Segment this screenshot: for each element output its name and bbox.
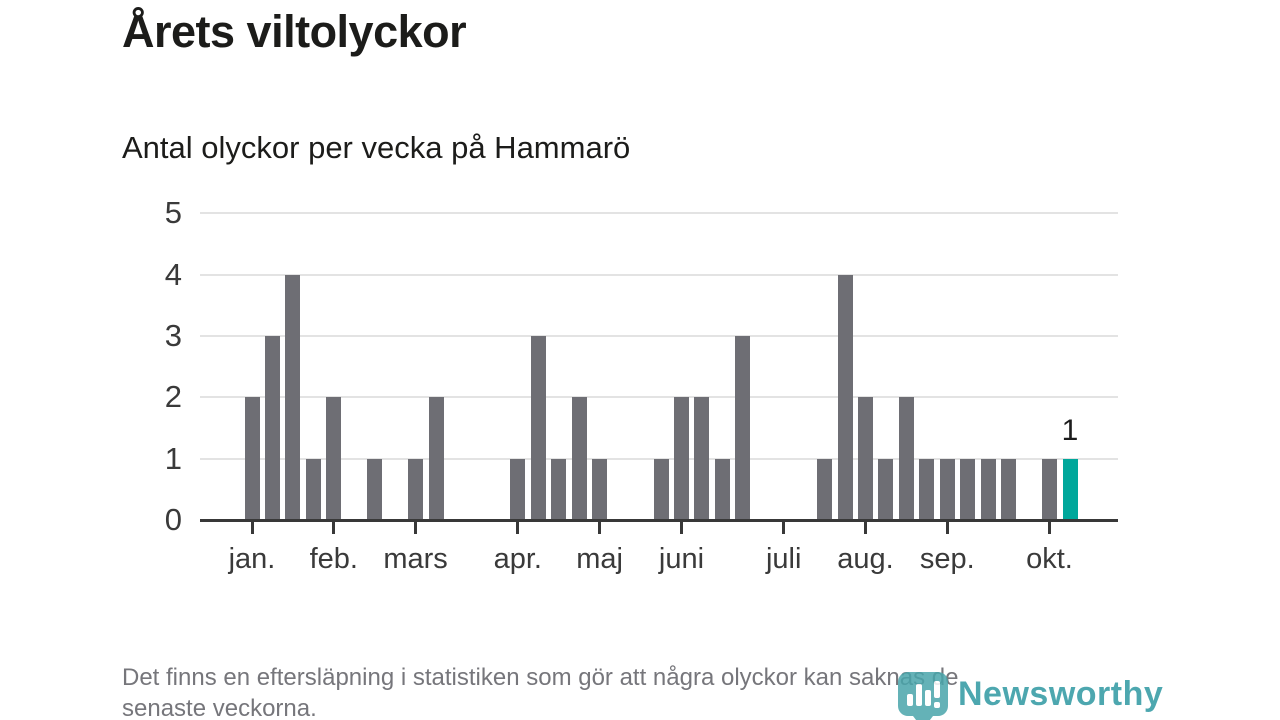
bar-week-15 bbox=[530, 335, 546, 520]
month-label-sep: sep. bbox=[919, 543, 975, 575]
bar-week-31 bbox=[858, 397, 873, 520]
month-label-feb: feb. bbox=[309, 543, 358, 575]
y-axis-label-1: 1 bbox=[164, 440, 182, 476]
bar-week-7 bbox=[367, 458, 383, 520]
bar-week-17 bbox=[571, 397, 587, 520]
bar-week-1 bbox=[244, 397, 260, 520]
bar-week-38 bbox=[1001, 458, 1017, 520]
grid-line-3 bbox=[200, 334, 1118, 337]
month-tick-juni bbox=[680, 521, 683, 534]
bar-week-33 bbox=[898, 397, 914, 520]
month-label-jan: jan. bbox=[228, 543, 276, 575]
grid-line-4 bbox=[200, 273, 1118, 276]
bar-week-32 bbox=[878, 458, 894, 520]
bar-week-35 bbox=[939, 458, 955, 520]
bar-week-24 bbox=[714, 458, 730, 520]
bar-week-9 bbox=[408, 458, 424, 520]
bar-week-40 bbox=[1042, 458, 1057, 520]
y-axis-label-4: 4 bbox=[164, 256, 182, 292]
month-label-juli: juli bbox=[765, 543, 802, 575]
bar-week-34 bbox=[919, 458, 935, 520]
footnote-line-1: Det finns en eftersläpning i statistiken… bbox=[122, 664, 959, 691]
month-tick-juli bbox=[782, 521, 786, 534]
month-tick-aug bbox=[864, 521, 867, 534]
month-tick-jan bbox=[250, 521, 254, 534]
page-title: Årets viltolyckor bbox=[122, 6, 467, 57]
month-tick-feb bbox=[332, 521, 336, 534]
bar-week-4 bbox=[305, 458, 321, 520]
footnote-line-2: senaste veckorna. bbox=[122, 695, 317, 720]
month-label-maj: maj bbox=[576, 543, 623, 575]
y-axis-label-3: 3 bbox=[164, 317, 182, 353]
bar-week-3 bbox=[285, 274, 301, 520]
bar-week-25 bbox=[735, 335, 751, 520]
grid-line-2 bbox=[200, 396, 1118, 399]
month-label-aug: aug. bbox=[837, 543, 894, 575]
bar-week-10 bbox=[428, 397, 444, 520]
grid-line-5 bbox=[200, 212, 1118, 215]
bar-week-22 bbox=[674, 397, 689, 520]
month-tick-maj bbox=[598, 521, 602, 534]
month-tick-mars bbox=[414, 521, 418, 534]
bar-week-18 bbox=[592, 458, 608, 520]
bar-highlighted-week-41 bbox=[1062, 458, 1078, 520]
bar-week-29 bbox=[817, 458, 833, 520]
month-tick-okt bbox=[1048, 521, 1051, 534]
x-axis-line bbox=[200, 519, 1118, 522]
bar-week-2 bbox=[264, 335, 280, 520]
chart-subtitle: Antal olyckor per vecka på Hammarö bbox=[122, 130, 631, 165]
y-axis-label-5: 5 bbox=[164, 195, 182, 231]
bar-week-21 bbox=[653, 458, 669, 520]
bar-week-16 bbox=[551, 458, 567, 520]
y-axis-label-2: 2 bbox=[164, 379, 182, 415]
month-label-juni: juni bbox=[658, 543, 705, 575]
newsworthy-logo: Newsworthy bbox=[898, 672, 1163, 720]
month-label-okt: okt. bbox=[1026, 543, 1073, 575]
newsworthy-pin-icon bbox=[898, 672, 948, 720]
month-label-apr: apr. bbox=[493, 543, 542, 575]
month-tick-sep bbox=[945, 521, 949, 534]
bar-value-label: 1 bbox=[1061, 414, 1079, 447]
bar-week-30 bbox=[837, 274, 853, 520]
y-axis-label-0: 0 bbox=[164, 502, 182, 537]
month-label-mars: mars bbox=[383, 543, 448, 575]
newsworthy-logo-text: Newsworthy bbox=[958, 675, 1164, 713]
bar-week-37 bbox=[980, 458, 996, 520]
bar-week-36 bbox=[960, 458, 976, 520]
footnote: Det finns en eftersläpning i statistiken… bbox=[122, 662, 958, 720]
bar-week-5 bbox=[326, 397, 342, 520]
bar-week-23 bbox=[694, 397, 710, 520]
bar-week-14 bbox=[510, 458, 526, 520]
month-tick-apr bbox=[516, 521, 520, 534]
